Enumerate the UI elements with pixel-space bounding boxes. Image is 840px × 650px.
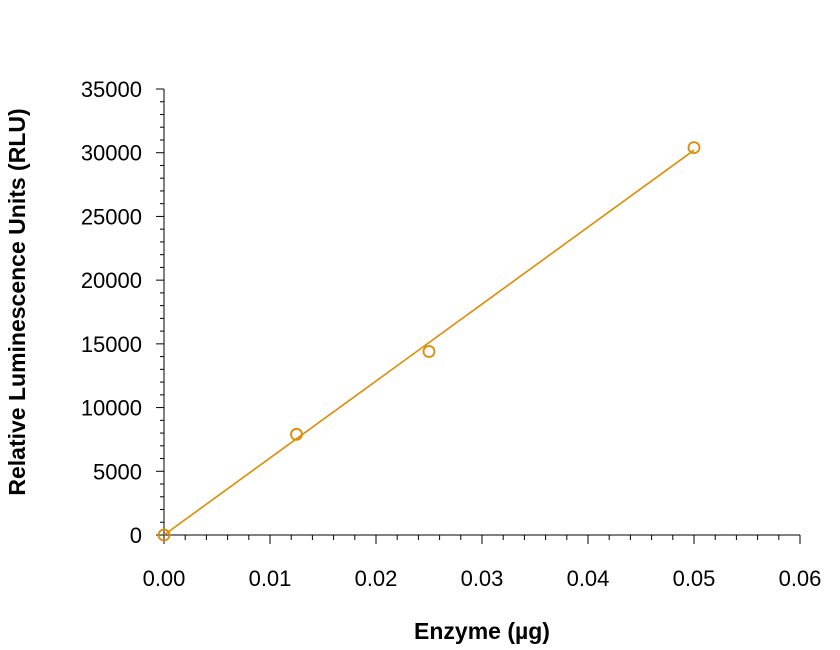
y-tick-label: 25000 bbox=[81, 204, 142, 229]
data-point bbox=[157, 528, 171, 542]
y-tick-label: 0 bbox=[130, 523, 142, 548]
fit-line bbox=[163, 149, 695, 536]
x-axis-title: Enzyme (µg) bbox=[414, 618, 550, 644]
data-point bbox=[687, 141, 701, 155]
x-tick-label: 0.06 bbox=[779, 566, 822, 591]
x-tick-label: 0.05 bbox=[673, 566, 716, 591]
plot-area bbox=[157, 141, 701, 542]
y-tick-label: 35000 bbox=[81, 77, 142, 102]
y-tick-label: 20000 bbox=[81, 268, 142, 293]
data-point bbox=[422, 345, 436, 358]
x-tick-label: 0.00 bbox=[143, 566, 186, 591]
y-tick-label: 5000 bbox=[93, 459, 142, 484]
y-tick-label: 30000 bbox=[81, 141, 142, 166]
x-tick-label: 0.03 bbox=[461, 566, 504, 591]
x-tick-label: 0.04 bbox=[567, 566, 610, 591]
y-axis-title: Relative Luminescence Units (RLU) bbox=[4, 108, 30, 495]
y-tick-label: 10000 bbox=[81, 396, 142, 421]
data-point bbox=[290, 427, 303, 441]
y-tick-label: 15000 bbox=[81, 332, 142, 357]
x-tick-label: 0.01 bbox=[249, 566, 292, 591]
axes: 0 5000 10000 15000 20000 25000 30000 35000 0.00 0… bbox=[81, 77, 822, 591]
x-tick-label: 0.02 bbox=[355, 566, 398, 591]
